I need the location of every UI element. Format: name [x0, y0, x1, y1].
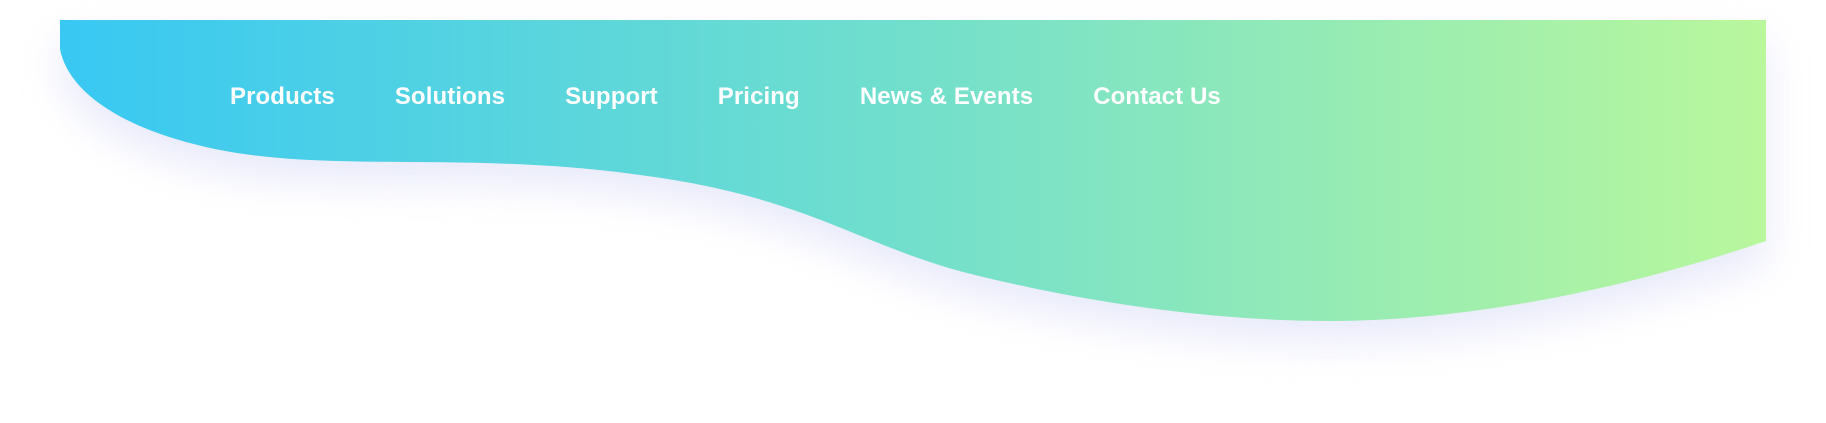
nav-item-pricing[interactable]: Pricing [717, 83, 800, 110]
nav-item-contact-us[interactable]: Contact Us [1093, 83, 1221, 110]
nav-item-news-events[interactable]: News & Events [859, 83, 1034, 110]
nav-item-solutions[interactable]: Solutions [394, 83, 506, 110]
nav-item-support[interactable]: Support [565, 83, 658, 110]
main-nav: Products Solutions Support Pricing News … [230, 79, 1221, 115]
header-wave-shape [60, 20, 1766, 321]
nav-item-products[interactable]: Products [230, 83, 335, 110]
